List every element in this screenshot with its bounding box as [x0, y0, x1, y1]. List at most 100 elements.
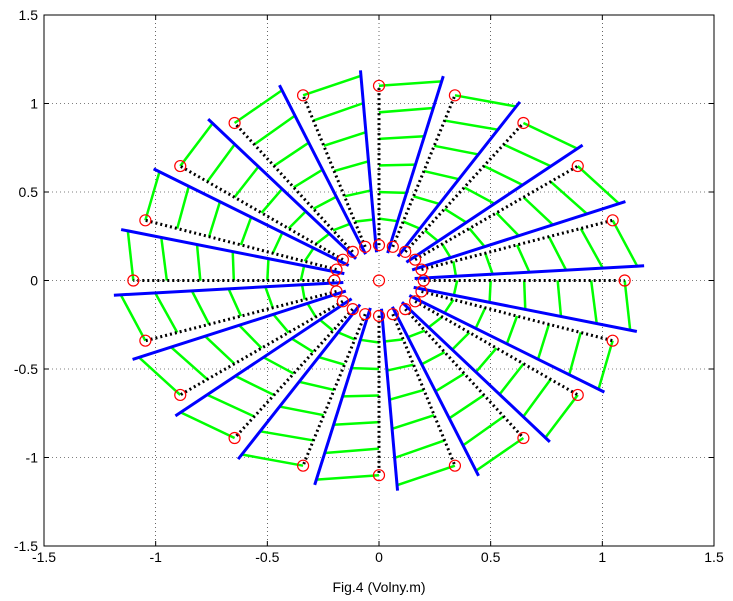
blade-line [400, 301, 551, 443]
pivot-circle [228, 116, 241, 130]
pivot-circle [359, 240, 372, 253]
blade-line [358, 70, 379, 253]
dotted-arm [301, 94, 367, 248]
x-tick-label: 1.5 [704, 549, 724, 565]
x-axis-label: Fig.4 (Volny.m) [332, 579, 425, 595]
pivot-circle [409, 253, 422, 266]
connector-segment [522, 280, 527, 310]
connector-segment [434, 372, 465, 393]
connector-segment [443, 207, 467, 224]
connector-segment [351, 366, 380, 371]
green-connectors [119, 74, 639, 487]
dotted-arm [179, 164, 344, 261]
connector-segment [306, 302, 317, 318]
connector-segment [318, 355, 345, 366]
connector-segment [354, 218, 374, 223]
blue-blades [113, 70, 645, 491]
pivot-circle [346, 245, 359, 258]
connector-segment [378, 135, 425, 141]
x-tick-label: 0 [375, 549, 383, 565]
connector-segment [315, 232, 331, 246]
pivot-circle [399, 303, 412, 316]
dotted-arms [133, 85, 625, 476]
pivot-circle [372, 79, 386, 92]
connector-segment [427, 315, 443, 329]
connector-segment [337, 331, 356, 341]
connector-segment [452, 280, 459, 296]
connector-segment [556, 280, 563, 317]
connector-segment [272, 313, 290, 334]
blade-line [405, 143, 584, 264]
blade-line [174, 297, 353, 418]
connector-segment [234, 374, 275, 397]
dotted-arm [233, 308, 354, 440]
connector-segment [488, 280, 492, 303]
connector-segment [589, 280, 598, 324]
connector-segment [262, 356, 295, 375]
connector-segment [394, 439, 445, 460]
connector-segment [576, 165, 620, 205]
connector-segment [179, 122, 214, 167]
x-tick-label: -1 [149, 549, 162, 565]
y-axis-ticks: -1.5 -1 -0.5 0 0.5 1 1.5 [14, 7, 714, 554]
connector-segment [323, 131, 367, 148]
blade-line [411, 200, 626, 272]
pivot-circle [336, 253, 349, 266]
pivot-circle [359, 308, 372, 321]
pivot-circle [228, 431, 241, 445]
blade-line [386, 75, 445, 254]
connector-segment [253, 114, 296, 146]
pivot-circle [517, 431, 530, 445]
pivot-circle [517, 116, 530, 130]
pivot-circle [372, 469, 386, 482]
blade-line [408, 294, 606, 394]
connector-segment [154, 292, 179, 334]
connector-segment [298, 380, 335, 392]
connector-segment [160, 237, 169, 281]
y-tick-label: 1 [30, 96, 38, 112]
pivot-circle [174, 388, 187, 402]
connector-segment [544, 394, 579, 439]
blade-line [278, 84, 367, 255]
pivot-circle [127, 274, 140, 287]
connector-segment [259, 430, 314, 442]
pivot-circle [415, 263, 428, 276]
dotted-arm [404, 121, 525, 253]
connector-segment [302, 74, 362, 97]
connector-segment [462, 415, 505, 447]
blade-line [391, 306, 480, 477]
connector-segment [324, 447, 380, 455]
connector-segment [206, 143, 236, 183]
pivot-circle [372, 309, 386, 322]
connector-segment [119, 294, 147, 342]
blade-line [413, 285, 638, 333]
connector-segment [597, 340, 614, 390]
y-tick-label: 0.5 [19, 184, 39, 200]
pivot-circle [174, 159, 187, 173]
connector-segment [303, 247, 315, 263]
connector-segment [407, 329, 426, 339]
blade-line [379, 308, 400, 491]
connector-segment [378, 80, 442, 88]
x-tick-label: -0.5 [255, 549, 279, 565]
pivot-circle [571, 159, 584, 173]
x-tick-label: 0.5 [481, 549, 501, 565]
connector-segment [313, 101, 364, 122]
pivot-circle [296, 459, 310, 472]
pivot-circle [296, 89, 310, 102]
connector-segment [319, 318, 334, 332]
connector-segment [195, 244, 202, 281]
dotted-arm [179, 300, 344, 397]
pivot-circle [139, 334, 152, 347]
blade-line [236, 303, 362, 461]
dotted-arm [391, 313, 457, 467]
pivot-circle [618, 274, 631, 287]
connector-segment [623, 280, 632, 331]
connector-segment [291, 337, 315, 354]
connector-segment [378, 217, 398, 223]
connector-segment [271, 232, 284, 254]
x-tick-label: -1.5 [32, 549, 56, 565]
connector-segment [316, 473, 380, 481]
